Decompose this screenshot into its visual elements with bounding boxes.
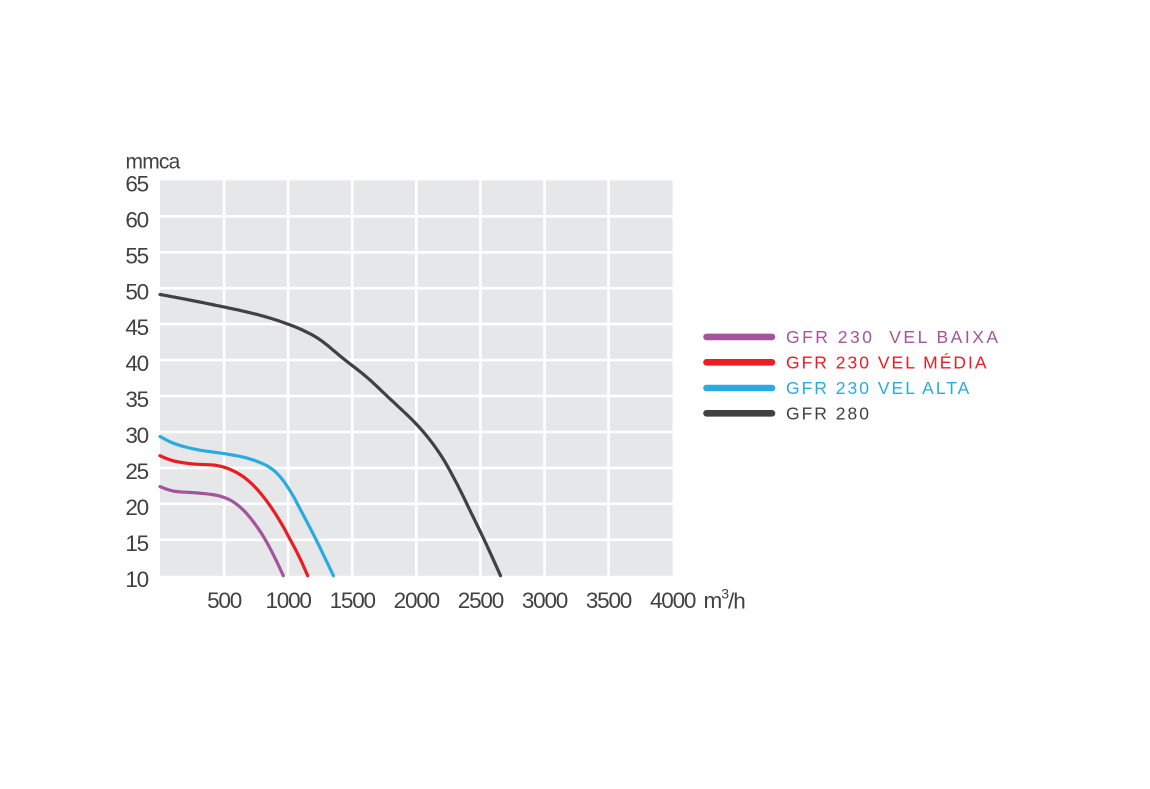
svg-text:45: 45 [125,315,148,340]
svg-text:55: 55 [125,243,148,268]
svg-text:35: 35 [125,387,148,412]
svg-text:GFR 280: GFR 280 [786,403,871,423]
svg-text:2500: 2500 [458,588,504,613]
svg-text:20: 20 [125,495,148,520]
svg-text:50: 50 [125,279,148,304]
svg-text:30: 30 [125,423,148,448]
svg-text:65: 65 [125,172,148,197]
svg-text:3000: 3000 [522,588,568,613]
svg-text:2000: 2000 [394,588,440,613]
svg-text:15: 15 [125,531,148,556]
svg-text:1500: 1500 [330,588,376,613]
svg-text:GFR 230 VEL ALTA: GFR 230 VEL ALTA [786,378,971,398]
svg-text:GFR 230 VEL MÉDIA: GFR 230 VEL MÉDIA [786,352,989,372]
svg-text:mmca: mmca [126,151,181,174]
svg-text:1000: 1000 [265,588,311,613]
svg-text:25: 25 [125,459,148,484]
svg-text:3500: 3500 [586,588,632,613]
svg-text:10: 10 [125,567,148,592]
svg-text:40: 40 [125,351,148,376]
svg-text:4000: 4000 [650,588,696,613]
svg-text:60: 60 [125,207,148,232]
svg-text:500: 500 [207,588,242,613]
svg-text:GFR 230 VEL BAIXA: GFR 230 VEL BAIXA [786,327,1001,347]
svg-text:m3/h: m3/h [704,585,746,613]
